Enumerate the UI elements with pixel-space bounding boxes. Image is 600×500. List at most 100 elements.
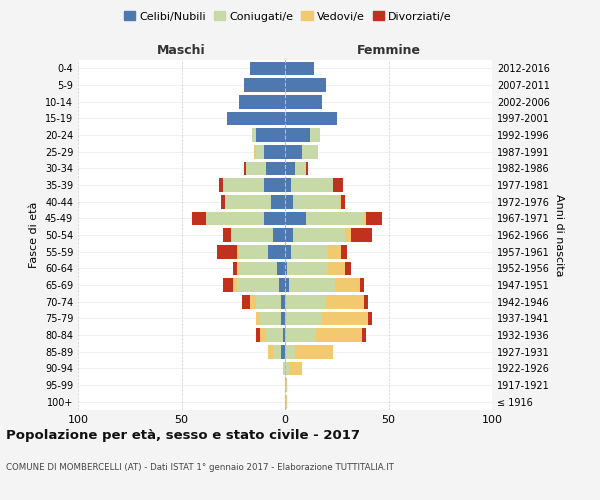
Bar <box>285 278 289 292</box>
Bar <box>295 162 306 175</box>
Bar <box>285 362 289 375</box>
Bar <box>268 245 285 258</box>
Bar <box>283 328 285 342</box>
Bar <box>256 128 285 142</box>
Bar <box>283 362 285 375</box>
Text: Popolazione per età, sesso e stato civile - 2017: Popolazione per età, sesso e stato civil… <box>6 430 360 442</box>
Bar <box>285 112 337 125</box>
Legend: Celibi/Nubili, Coniugati/e, Vedovi/e, Divorziati/e: Celibi/Nubili, Coniugati/e, Vedovi/e, Di… <box>121 8 455 25</box>
Bar <box>256 312 260 325</box>
Bar <box>345 228 351 242</box>
Bar <box>238 278 279 292</box>
Bar <box>223 228 231 242</box>
Bar <box>328 262 345 275</box>
Bar <box>268 345 272 358</box>
Bar <box>293 195 339 208</box>
Bar <box>279 278 285 292</box>
Bar <box>285 162 295 175</box>
Bar <box>306 212 364 225</box>
Bar <box>285 378 287 392</box>
Bar <box>316 328 362 342</box>
Bar <box>225 195 271 208</box>
Bar <box>285 62 314 75</box>
Bar <box>233 278 238 292</box>
Bar <box>302 145 318 158</box>
Bar <box>266 328 283 342</box>
Text: COMUNE DI MOMBERCELLI (AT) - Dati ISTAT 1° gennaio 2017 - Elaborazione TUTTITALI: COMUNE DI MOMBERCELLI (AT) - Dati ISTAT … <box>6 464 394 472</box>
Bar <box>362 328 366 342</box>
Bar <box>295 345 332 358</box>
Bar <box>265 178 285 192</box>
Bar <box>328 245 341 258</box>
Bar <box>206 212 265 225</box>
Bar <box>359 278 364 292</box>
Bar <box>239 262 277 275</box>
Bar <box>326 295 364 308</box>
Bar <box>223 278 233 292</box>
Bar <box>291 245 328 258</box>
Bar <box>256 328 260 342</box>
Bar <box>223 178 265 192</box>
Bar <box>285 178 291 192</box>
Bar <box>265 212 285 225</box>
Bar <box>289 362 302 375</box>
Bar <box>364 212 366 225</box>
Bar <box>221 195 225 208</box>
Bar <box>285 262 287 275</box>
Bar <box>252 128 256 142</box>
Bar <box>250 62 285 75</box>
Bar <box>244 78 285 92</box>
Bar <box>341 195 345 208</box>
Bar <box>238 245 239 258</box>
Bar <box>192 212 206 225</box>
Bar <box>272 345 281 358</box>
Bar <box>242 295 250 308</box>
Bar <box>238 262 239 275</box>
Bar <box>244 162 245 175</box>
Bar <box>287 262 328 275</box>
Bar <box>245 162 266 175</box>
Bar <box>335 278 359 292</box>
Bar <box>341 245 347 258</box>
Bar <box>281 345 285 358</box>
Bar <box>310 128 320 142</box>
Bar <box>239 245 268 258</box>
Bar <box>265 145 285 158</box>
Bar <box>285 78 326 92</box>
Bar <box>250 295 256 308</box>
Bar <box>285 395 287 408</box>
Bar <box>291 178 332 192</box>
Bar <box>272 228 285 242</box>
Bar <box>260 328 266 342</box>
Bar <box>285 228 293 242</box>
Y-axis label: Fasce di età: Fasce di età <box>29 202 39 268</box>
Bar <box>239 95 285 108</box>
Bar <box>293 228 345 242</box>
Bar <box>322 312 368 325</box>
Bar <box>364 295 368 308</box>
Bar <box>285 195 293 208</box>
Bar <box>231 228 272 242</box>
Bar <box>345 262 351 275</box>
Bar <box>339 195 341 208</box>
Bar <box>351 228 372 242</box>
Bar <box>289 278 335 292</box>
Bar <box>285 128 310 142</box>
Bar <box>285 328 316 342</box>
Bar <box>285 95 322 108</box>
Bar <box>227 112 285 125</box>
Bar <box>285 245 291 258</box>
Y-axis label: Anni di nascita: Anni di nascita <box>554 194 563 276</box>
Bar <box>285 345 295 358</box>
Bar <box>366 212 382 225</box>
Bar <box>217 245 238 258</box>
Bar <box>306 162 308 175</box>
Bar <box>285 295 326 308</box>
Bar <box>285 145 302 158</box>
Bar <box>281 312 285 325</box>
Bar <box>277 262 285 275</box>
Bar <box>368 312 372 325</box>
Bar <box>260 312 281 325</box>
Bar <box>266 162 285 175</box>
Bar <box>332 178 343 192</box>
